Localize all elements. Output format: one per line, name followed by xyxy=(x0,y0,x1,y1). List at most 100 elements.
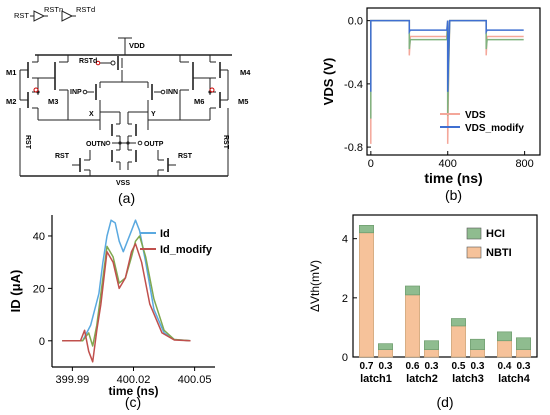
bar-nbti xyxy=(378,349,393,358)
legend-swatch xyxy=(466,246,482,259)
x-tick-label: 0.6 xyxy=(406,361,420,372)
label-x: X xyxy=(89,111,94,118)
y-tick-label: 0 xyxy=(39,336,45,348)
x-tick-label: 0.7 xyxy=(360,361,374,372)
caption-b: (b) xyxy=(445,187,462,203)
series-line xyxy=(62,243,191,363)
legend-label: VDS_modify xyxy=(465,123,524,134)
y-tick-label: 20 xyxy=(33,283,45,295)
label-y: Y xyxy=(151,111,156,118)
y-tick-label: 0 xyxy=(342,352,348,364)
y-tick-label: 40 xyxy=(33,231,45,243)
label-inn: INN xyxy=(166,89,178,96)
label-m4: M4 xyxy=(240,68,251,77)
label-rstd-gate: RSTd xyxy=(79,58,97,65)
x-axis-label: time (ns) xyxy=(108,384,158,398)
y-axis-label: ΔVth(mV) xyxy=(308,260,322,312)
bar-hci xyxy=(497,331,512,342)
buffer-icon xyxy=(61,10,74,22)
x-tick-label: 0 xyxy=(368,158,374,170)
x-tick-label: 400.02 xyxy=(117,374,151,386)
delay-chain: RST RSTn RSTd xyxy=(14,5,95,22)
group-label: latch3 xyxy=(452,373,484,385)
bar-hci xyxy=(451,318,466,327)
label-m5: M5 xyxy=(238,97,248,106)
bar-hci xyxy=(470,338,485,350)
label-outp: OUTP xyxy=(144,141,164,148)
x-tick-label: 0.4 xyxy=(498,361,512,372)
label-outn: OUTN xyxy=(86,141,106,148)
x-tick-label: 0.3 xyxy=(471,361,485,372)
chain-label-rstd: RSTd xyxy=(76,5,95,14)
label-m1: M1 xyxy=(6,68,16,77)
cross-coupled-latch: OUTN OUTP xyxy=(86,111,164,170)
chart-c: 399.99 400.02 400.05 0 20 40 time (ns) ID (μA) I… xyxy=(0,207,275,415)
plot-frame xyxy=(366,7,541,156)
bar-nbti xyxy=(405,294,420,358)
bar-nbti xyxy=(470,349,485,358)
circuit-schematic: RST RSTn RSTd VDD RSTd M1 M2 M3 xyxy=(0,0,275,207)
caption-d: (d) xyxy=(436,394,453,410)
plot-frame xyxy=(352,214,538,358)
legend: HCI NBTI xyxy=(466,227,512,259)
legend-label: Id_modify xyxy=(160,244,213,256)
x-tick-label: 0.3 xyxy=(517,361,531,372)
chain-label-rst: RST xyxy=(14,11,29,20)
legend-swatch xyxy=(466,227,482,240)
bar-nbti xyxy=(497,340,512,358)
group-label: latch4 xyxy=(498,373,531,385)
right-block: M4 M5 M6 RST xyxy=(179,55,251,160)
legend-label: Id xyxy=(160,228,170,240)
chain-label-rstn: RSTn xyxy=(44,5,63,14)
bar-hci xyxy=(359,225,374,234)
label-m2: M2 xyxy=(6,97,16,106)
x-tick-label: 800 xyxy=(515,158,533,170)
bar-nbti xyxy=(359,232,374,358)
y-tick-label: 4 xyxy=(342,234,348,246)
y-tick-label: -0.4 xyxy=(344,79,363,91)
label-inp: INP xyxy=(70,89,82,96)
x-tick-label: 0.3 xyxy=(425,361,439,372)
label-vss: VSS xyxy=(116,180,130,187)
caption-c: (c) xyxy=(125,394,141,410)
x-axis-label: time (ns) xyxy=(424,170,482,186)
y-axis-label: VDS (V) xyxy=(321,58,336,106)
legend-label: HCI xyxy=(486,228,505,240)
label-rst-vert-left: RST xyxy=(24,135,31,150)
group-label: latch2 xyxy=(406,373,438,385)
y-tick-label: -0.8 xyxy=(344,142,363,154)
legend: VDS VDS_modify xyxy=(440,110,524,134)
bar-nbti xyxy=(451,325,466,358)
legend: Id Id_modify xyxy=(140,228,213,256)
group-label: latch1 xyxy=(360,373,392,385)
x-tick-label: 0.5 xyxy=(452,361,466,372)
legend-label: NBTI xyxy=(486,247,512,259)
y-axis-label: ID (μA) xyxy=(8,270,23,313)
label-rst-right: RST xyxy=(178,153,193,160)
left-block: M1 M2 M3 RST xyxy=(6,55,69,160)
label-rst-vert-right: RST xyxy=(222,135,229,150)
label-vdd: VDD xyxy=(129,41,145,50)
bar-nbti xyxy=(424,349,439,358)
x-tick-label: 400 xyxy=(439,158,457,170)
series-line xyxy=(62,235,191,347)
x-tick-label: 399.99 xyxy=(56,374,90,386)
series-line xyxy=(370,19,524,92)
chart-d: 0 2 4 ΔVth(mV) 0.7 0.3 0.6 0.3 0.5 0.3 0.4 0.3 latch… xyxy=(275,207,550,415)
y-tick-label: 0.0 xyxy=(348,16,363,28)
caption-a: (a) xyxy=(118,190,135,206)
bar-hci xyxy=(516,337,531,350)
y-tick-label: 2 xyxy=(342,293,348,305)
series-line xyxy=(62,219,191,342)
label-m6: M6 xyxy=(194,97,204,106)
bar-nbti xyxy=(516,349,531,358)
chart-b: 0 400 800 0.0 -0.4 -0.8 time (ns) VDS (V) VDS VDS… xyxy=(275,0,550,207)
x-tick-label: 0.3 xyxy=(379,361,393,372)
buffer-icon xyxy=(33,10,46,22)
x-tick-label: 400.05 xyxy=(178,374,212,386)
label-m3: M3 xyxy=(48,97,58,106)
bar-hci xyxy=(378,343,393,350)
bar-hci xyxy=(424,340,439,350)
bar-hci xyxy=(405,285,420,296)
legend-label: VDS xyxy=(465,110,486,121)
